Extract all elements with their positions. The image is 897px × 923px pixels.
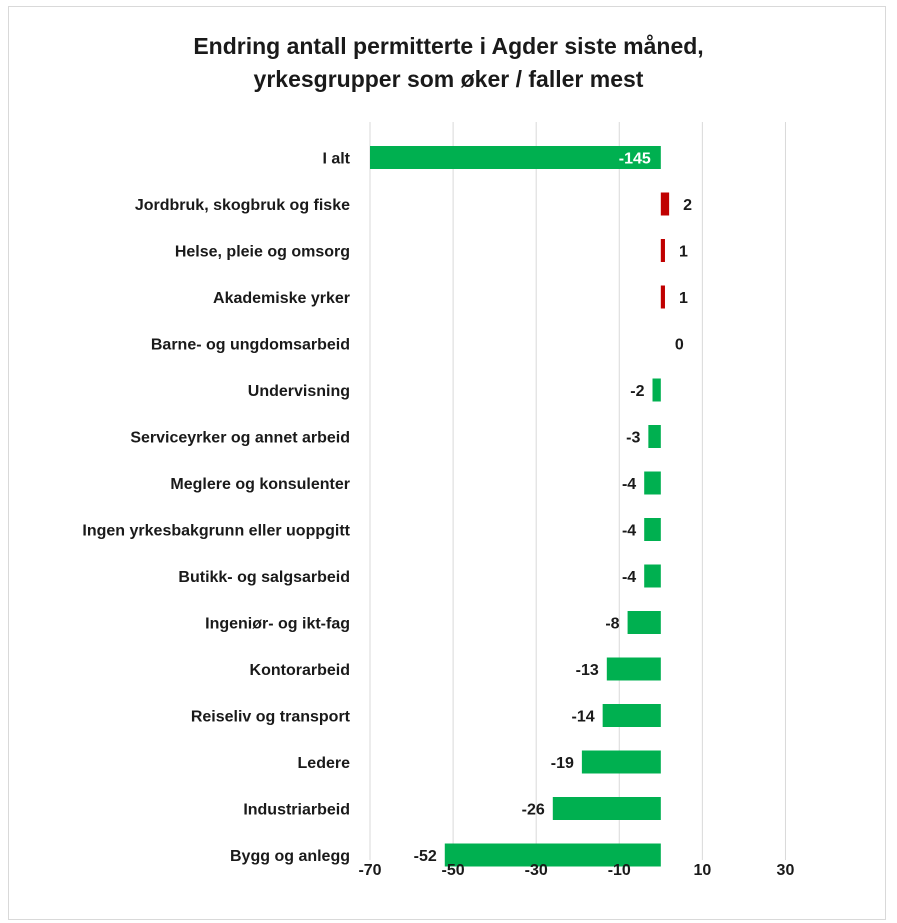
value-label-12: -14 [572,709,595,726]
bar-14 [552,797,661,820]
gridlines [369,122,786,860]
bar-0 [370,146,661,169]
category-label-3: Akademiske yrker [213,290,350,307]
category-label-11: Kontorarbeid [250,662,350,679]
category-label-12: Reiseliv og transport [191,709,351,726]
value-label-1: 2 [683,197,692,214]
category-label-1: Jordbruk, skogbruk og fiske [135,197,350,214]
x-tick-label-0: -70 [358,862,381,879]
x-tick-label-1: -50 [442,862,465,879]
value-label-13: -19 [551,755,574,772]
x-axis-tick-labels: -70 -50 -30 -10 10 30 [358,862,794,879]
category-label-2: Helse, pleie og omsorg [175,244,350,261]
category-label-10: Ingeniør- og ikt-fag [205,616,350,633]
category-label-6: Serviceyrker og annet arbeid [130,430,350,447]
value-label-6: -3 [626,430,640,447]
bar-7 [644,471,661,495]
x-tick-label-4: 10 [693,862,711,879]
chart-title-line-1: Endring antall permitterte i Agder siste… [193,33,704,59]
value-label-10: -8 [605,616,619,633]
value-label-3: 1 [679,290,688,307]
value-label-4: 0 [675,337,684,354]
category-label-7: Meglere og konsulenter [170,476,350,493]
category-label-4: Barne- og ungdomsarbeid [151,337,350,354]
bar-6 [648,425,661,448]
value-label-2: 1 [679,244,688,261]
value-label-5: -2 [630,383,644,400]
category-label-9: Butikk- og salgsarbeid [178,569,350,586]
value-labels: -145 2 1 1 0 -2 -3 -4 -4 -4 -8 -13 -14 -19 -26 -52 [414,151,692,866]
x-tick-label-3: -10 [608,862,631,879]
bar-8 [644,518,661,541]
bar-11 [606,657,661,681]
bar-15 [444,843,661,867]
category-label-14: Industriarbeid [243,802,350,819]
bar-5 [652,378,661,402]
value-label-15: -52 [414,848,437,865]
value-label-11: -13 [576,662,599,679]
bar-13 [581,750,661,774]
value-label-14: -26 [522,802,545,819]
category-label-13: Ledere [298,755,351,772]
chart-title: Endring antall permitterte i Agder siste… [0,30,897,96]
x-tick-label-5: 30 [777,862,795,879]
value-label-7: -4 [622,476,636,493]
bar-1 [660,192,670,216]
category-labels: I alt Jordbruk, skogbruk og fiske Helse, p… [82,151,350,866]
bar-2 [660,239,665,262]
bar-9 [644,564,661,588]
bars [370,146,670,867]
value-label-8: -4 [622,523,636,540]
bar-3 [660,285,665,309]
category-label-0: I alt [322,151,350,168]
value-label-0: -145 [619,151,651,168]
bar-12 [602,704,661,727]
bar-10 [627,611,661,634]
category-label-8: Ingen yrkesbakgrunn eller uoppgitt [82,523,350,540]
category-label-5: Undervisning [248,383,350,400]
x-tick-label-2: -30 [525,862,548,879]
category-label-15: Bygg og anlegg [230,848,350,865]
value-label-9: -4 [622,569,636,586]
chart-title-line-2: yrkesgrupper som øker / faller mest [253,66,644,92]
